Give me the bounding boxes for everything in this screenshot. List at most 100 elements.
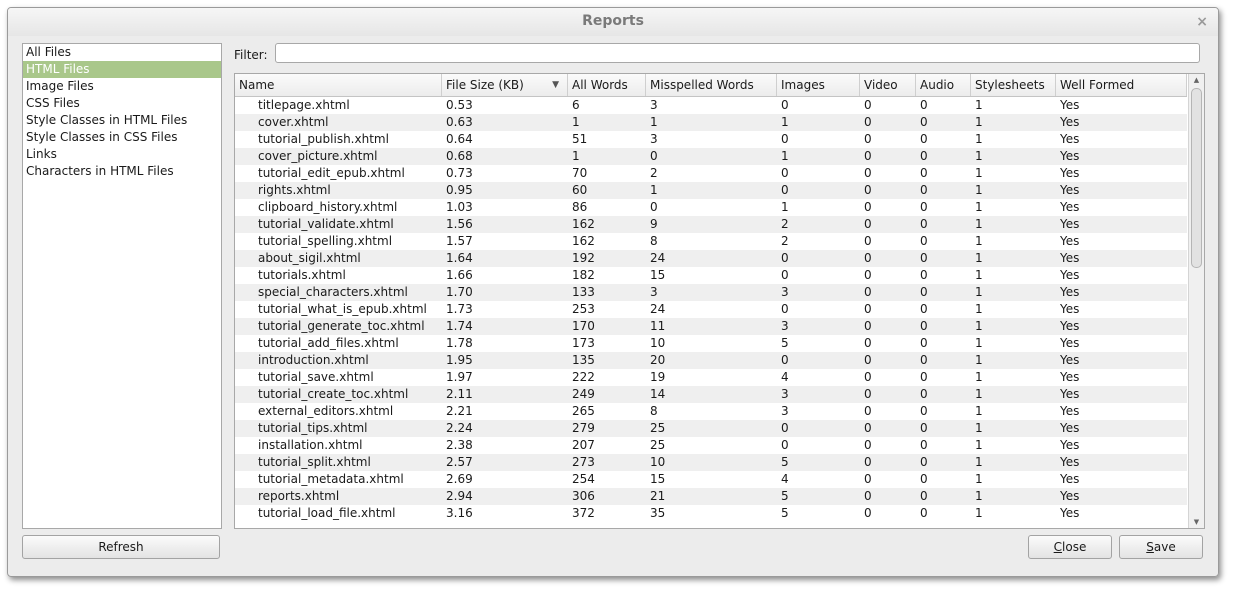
table-row[interactable]: clipboard_history.xhtml 1.03 86 0 1 0 0 1 Yes xyxy=(235,199,1187,216)
table-cell: Yes xyxy=(1060,319,1080,333)
table-cell: 0 xyxy=(920,268,928,282)
table-row[interactable]: titlepage.xhtml 0.53 6 3 0 0 0 1 Yes xyxy=(235,97,1187,114)
table-row[interactable]: tutorial_metadata.xhtml 2.69 254 15 4 0 0 1 Yes xyxy=(235,471,1187,488)
table-row[interactable]: cover_picture.xhtml 0.68 1 0 1 0 0 1 Yes xyxy=(235,148,1187,165)
table-cell: Yes xyxy=(1060,455,1080,469)
table-cell: 253 xyxy=(572,302,595,316)
scrollbar-thumb[interactable] xyxy=(1191,88,1202,268)
save-button[interactable]: Save xyxy=(1119,535,1203,559)
table-cell: 0 xyxy=(864,319,872,333)
column-header-label: Video xyxy=(864,78,898,92)
table-cell: 6 xyxy=(572,98,580,112)
table-cell: Yes xyxy=(1060,217,1080,231)
table-cell: Yes xyxy=(1060,438,1080,452)
report-type-html-files[interactable]: HTML Files xyxy=(23,61,221,78)
table-cell: 254 xyxy=(572,472,595,486)
table-cell: 0 xyxy=(864,251,872,265)
refresh-button[interactable]: Refresh xyxy=(22,535,220,559)
table-cell: special_characters.xhtml xyxy=(258,285,408,299)
table-row[interactable]: tutorial_save.xhtml 1.97 222 19 4 0 0 1 Yes xyxy=(235,369,1187,386)
table-cell: 192 xyxy=(572,251,595,265)
table-row[interactable]: tutorial_validate.xhtml 1.56 162 9 2 0 0 1 Yes xyxy=(235,216,1187,233)
column-header-name[interactable]: Name xyxy=(235,74,442,96)
table-header: Name File Size (KB) ▼ All Words Misspelled W… xyxy=(235,74,1187,97)
table-cell: Yes xyxy=(1060,353,1080,367)
table-row[interactable]: tutorial_tips.xhtml 2.24 279 25 0 0 0 1 Yes xyxy=(235,420,1187,437)
vertical-scrollbar[interactable]: ▲ ▼ xyxy=(1188,74,1204,528)
table-cell: 0 xyxy=(864,302,872,316)
table-cell: 0 xyxy=(920,98,928,112)
table-row[interactable]: tutorial_split.xhtml 2.57 273 10 5 0 0 1 Yes xyxy=(235,454,1187,471)
table-cell: tutorial_tips.xhtml xyxy=(258,421,368,435)
report-type-links[interactable]: Links xyxy=(26,147,57,161)
column-header-label: Misspelled Words xyxy=(650,78,754,92)
report-type-image-files[interactable]: Image Files xyxy=(26,79,94,93)
scroll-up-icon[interactable]: ▲ xyxy=(1193,76,1200,84)
column-header-all-words[interactable]: All Words xyxy=(568,74,646,96)
column-header-file-size-kb[interactable]: File Size (KB) ▼ xyxy=(442,74,568,96)
table-row[interactable]: tutorial_spelling.xhtml 1.57 162 8 2 0 0 1 Yes xyxy=(235,233,1187,250)
table-cell: 0 xyxy=(920,404,928,418)
table-row[interactable]: rights.xhtml 0.95 60 1 0 0 0 1 Yes xyxy=(235,182,1187,199)
table-cell: 0 xyxy=(864,336,872,350)
table-cell: cover_picture.xhtml xyxy=(258,149,378,163)
column-header-images[interactable]: Images xyxy=(777,74,860,96)
table-row[interactable]: tutorial_edit_epub.xhtml 0.73 70 2 0 0 0 1 Yes xyxy=(235,165,1187,182)
table-cell: tutorial_spelling.xhtml xyxy=(258,234,393,248)
table-cell: 3 xyxy=(781,319,789,333)
table-cell: introduction.xhtml xyxy=(258,353,369,367)
column-header-well-formed[interactable]: Well Formed xyxy=(1056,74,1187,96)
scroll-down-icon[interactable]: ▼ xyxy=(1193,518,1200,526)
table-cell: 0 xyxy=(864,217,872,231)
filter-input[interactable] xyxy=(275,43,1200,63)
table-cell: 0 xyxy=(864,200,872,214)
table-cell: 35 xyxy=(650,506,666,520)
table-row[interactable]: special_characters.xhtml 1.70 133 3 3 0 0 1 Yes xyxy=(235,284,1187,301)
table-cell: 15 xyxy=(650,268,666,282)
report-type-style-classes-in-css-files[interactable]: Style Classes in CSS Files xyxy=(26,130,178,144)
table-row[interactable]: tutorials.xhtml 1.66 182 15 0 0 0 1 Yes xyxy=(235,267,1187,284)
table-row[interactable]: introduction.xhtml 1.95 135 20 0 0 0 1 Yes xyxy=(235,352,1187,369)
table-row[interactable]: tutorial_publish.xhtml 0.64 51 3 0 0 0 1 Yes xyxy=(235,131,1187,148)
table-row[interactable]: tutorial_what_is_epub.xhtml 1.73 253 24 0 0 0 1… xyxy=(235,301,1187,318)
report-type-all-files[interactable]: All Files xyxy=(26,45,72,59)
table-cell: 0.68 xyxy=(446,149,473,163)
column-header-stylesheets[interactable]: Stylesheets xyxy=(971,74,1056,96)
table-row[interactable]: tutorial_generate_toc.xhtml 1.74 170 11 3 0 0 1… xyxy=(235,318,1187,335)
title-bar[interactable]: Reports × xyxy=(8,8,1218,36)
table-row[interactable]: tutorial_load_file.xhtml 3.16 372 35 5 0 0 1 Yes xyxy=(235,505,1187,522)
table-cell: 0.64 xyxy=(446,132,473,146)
table-cell: Yes xyxy=(1060,149,1080,163)
table-cell: 0 xyxy=(920,336,928,350)
report-type-characters-in-html-files[interactable]: Characters in HTML Files xyxy=(26,164,174,178)
report-type-list[interactable]: All Files HTML Files Image Files CSS Files S… xyxy=(22,43,222,529)
close-button[interactable]: Close xyxy=(1028,535,1112,559)
report-type-style-classes-in-html-files[interactable]: Style Classes in HTML Files xyxy=(26,113,188,127)
table-cell: 0 xyxy=(781,438,789,452)
table-cell: 1.97 xyxy=(446,370,473,384)
table-cell: 0 xyxy=(920,421,928,435)
table-row[interactable]: cover.xhtml 0.63 1 1 1 0 0 1 Yes xyxy=(235,114,1187,131)
table-cell: Yes xyxy=(1060,166,1080,180)
table-row[interactable]: about_sigil.xhtml 1.64 192 24 0 0 0 1 Yes xyxy=(235,250,1187,267)
table-cell: 1 xyxy=(975,234,983,248)
table-cell: 0 xyxy=(920,132,928,146)
table-cell: 1 xyxy=(975,404,983,418)
table-row[interactable]: tutorial_create_toc.xhtml 2.11 249 14 3 0 0 1 Ye… xyxy=(235,386,1187,403)
column-header-audio[interactable]: Audio xyxy=(916,74,971,96)
column-header-video[interactable]: Video xyxy=(860,74,916,96)
table-cell: 0 xyxy=(650,200,658,214)
column-header-misspelled-words[interactable]: Misspelled Words xyxy=(646,74,777,96)
table-cell: 10 xyxy=(650,455,666,469)
table-cell: 0 xyxy=(864,404,872,418)
table-row[interactable]: external_editors.xhtml 2.21 265 8 3 0 0 1 Yes xyxy=(235,403,1187,420)
report-table: Name File Size (KB) ▼ All Words Misspelled W… xyxy=(234,73,1205,529)
table-cell: 0 xyxy=(864,472,872,486)
table-row[interactable]: tutorial_add_files.xhtml 1.78 173 10 5 0 0 1 Yes xyxy=(235,335,1187,352)
table-cell: 0 xyxy=(781,353,789,367)
table-row[interactable]: reports.xhtml 2.94 306 21 5 0 0 1 Yes xyxy=(235,488,1187,505)
table-row[interactable]: installation.xhtml 2.38 207 25 0 0 0 1 Yes xyxy=(235,437,1187,454)
report-type-css-files[interactable]: CSS Files xyxy=(26,96,80,110)
sort-descending-icon: ▼ xyxy=(552,80,559,90)
close-icon[interactable]: × xyxy=(1196,14,1208,30)
